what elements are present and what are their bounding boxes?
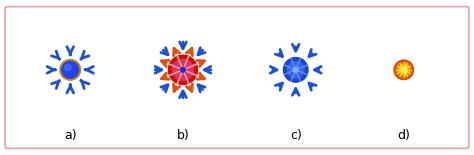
Circle shape	[64, 64, 71, 71]
Circle shape	[181, 67, 185, 72]
Circle shape	[397, 63, 411, 77]
Text: d): d)	[397, 129, 410, 142]
Circle shape	[401, 67, 407, 73]
Text: a): a)	[64, 129, 76, 142]
FancyBboxPatch shape	[5, 7, 469, 148]
Circle shape	[293, 67, 299, 73]
Circle shape	[287, 62, 304, 78]
Text: b): b)	[177, 129, 189, 142]
Circle shape	[60, 60, 81, 80]
Circle shape	[394, 60, 413, 80]
Circle shape	[283, 58, 308, 82]
Circle shape	[399, 65, 409, 75]
Circle shape	[173, 59, 193, 80]
Circle shape	[394, 61, 413, 79]
Text: c): c)	[290, 129, 301, 142]
Circle shape	[168, 55, 198, 84]
Circle shape	[62, 61, 79, 78]
